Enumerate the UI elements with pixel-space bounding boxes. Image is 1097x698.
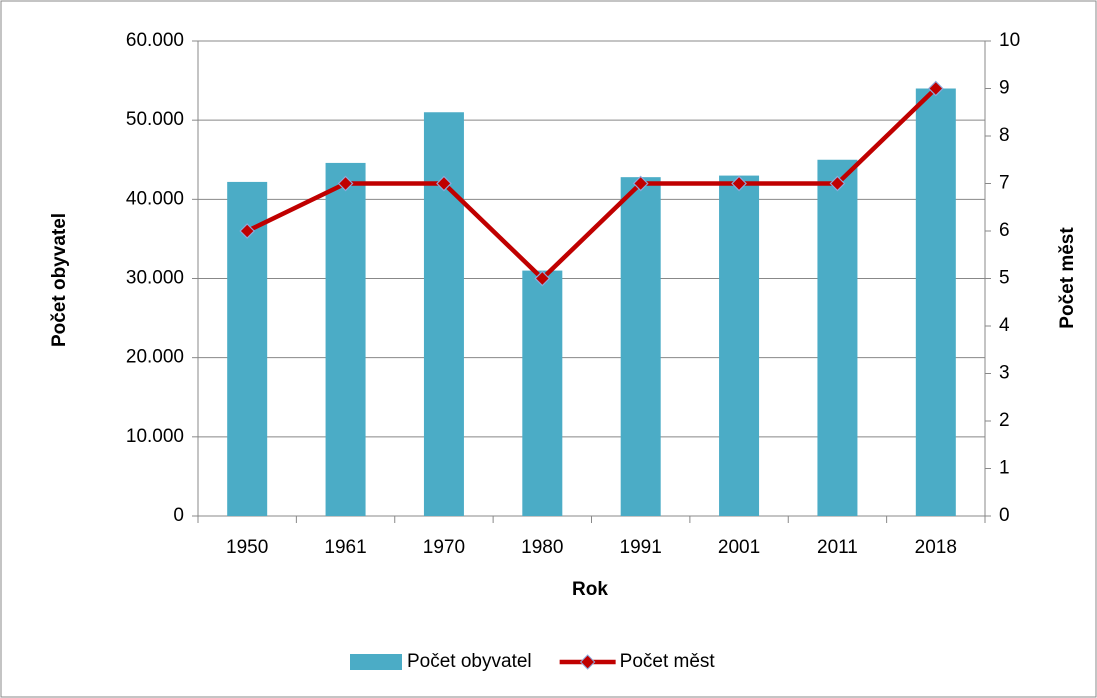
x-axis-label: Rok (572, 579, 608, 600)
bar (620, 177, 661, 516)
legend-swatch (350, 654, 402, 670)
bar (325, 162, 366, 516)
line-marker (337, 175, 354, 192)
x-tick-label: 1970 (423, 537, 465, 558)
y2-tick-label: 2 (999, 410, 1010, 431)
legend-label: Počet obyvatel (407, 651, 532, 672)
x-tick-label: 2001 (718, 537, 760, 558)
y2-tick-label: 7 (999, 173, 1010, 194)
legend-marker (579, 654, 596, 670)
y2-tick-label: 8 (999, 125, 1010, 146)
y2-tick-label: 9 (999, 78, 1010, 99)
x-tick-label: 2018 (915, 537, 957, 558)
line-marker (239, 223, 256, 239)
bar (423, 112, 464, 516)
bar (719, 175, 760, 517)
x-tick-label: 1961 (324, 537, 366, 558)
x-tick-label: 1991 (620, 537, 662, 558)
line-marker (436, 175, 452, 192)
bar (915, 88, 956, 516)
line-marker (534, 270, 551, 287)
legend-label: Počet měst (620, 651, 716, 672)
line-marker (829, 175, 846, 192)
y2-tick-label: 1 (999, 458, 1010, 479)
y-tick-label: 30.000 (126, 268, 184, 289)
line-marker (731, 175, 747, 192)
x-tick-label: 2011 (817, 537, 858, 558)
y2-tick-label: 4 (999, 315, 1010, 336)
line-marker (927, 80, 944, 97)
bar (817, 159, 858, 516)
y-tick-label: 50.000 (126, 109, 184, 130)
x-tick-label: 1980 (521, 537, 563, 558)
bar (522, 270, 563, 516)
y-tick-label: 60.000 (126, 30, 184, 51)
y-tick-label: 0 (173, 505, 184, 526)
y-tick-label: 10.000 (126, 426, 184, 447)
y2-tick-label: 10 (999, 30, 1020, 51)
line (246, 86, 938, 281)
y2-tick-label: 6 (999, 220, 1010, 241)
y2-tick-label: 5 (999, 268, 1010, 289)
y2-tick-label: 3 (999, 363, 1010, 384)
y-axis-label: Počet obyvatel (49, 213, 70, 347)
y-tick-label: 40.000 (126, 188, 184, 209)
x-tick-label: 1950 (226, 537, 268, 558)
y2-tick-label: 0 (999, 505, 1010, 526)
line-marker (632, 175, 649, 192)
y2-axis-label: Počet měst (1057, 227, 1078, 329)
y-tick-label: 20.000 (126, 347, 184, 368)
